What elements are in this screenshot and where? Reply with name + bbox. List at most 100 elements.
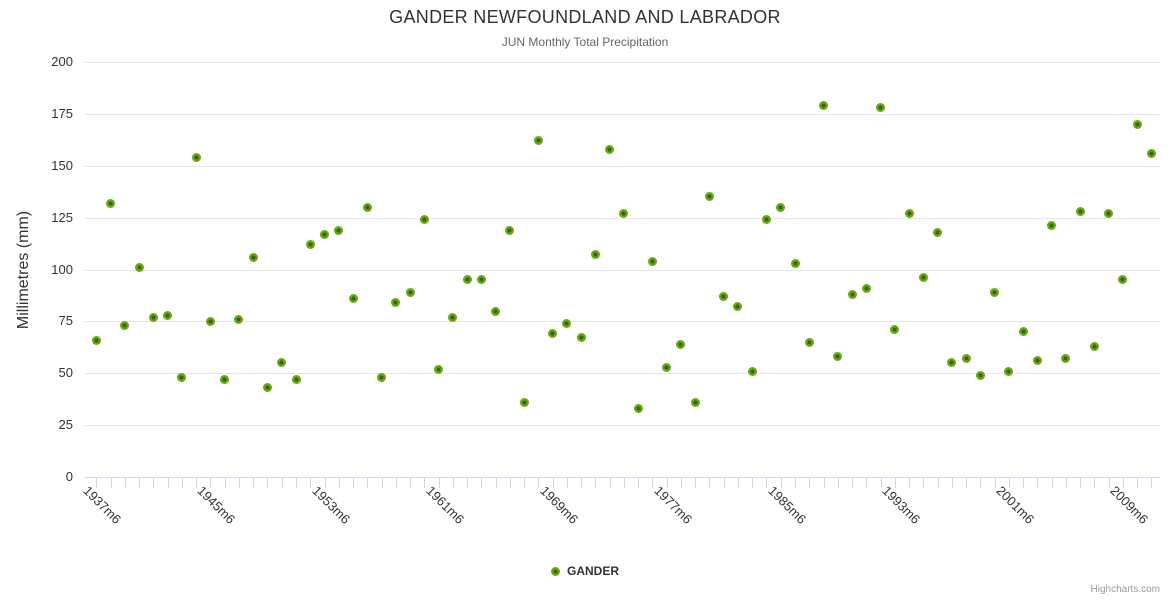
data-point[interactable] [1118, 275, 1128, 285]
x-axis-tick [709, 478, 711, 488]
data-point[interactable] [348, 294, 358, 304]
x-axis-tick [281, 478, 283, 488]
data-point[interactable] [576, 333, 586, 343]
data-point[interactable] [947, 358, 957, 368]
x-axis-tick [652, 478, 654, 488]
data-point[interactable] [191, 152, 201, 162]
data-point[interactable] [1089, 341, 1099, 351]
data-point[interactable] [519, 397, 529, 407]
data-point[interactable] [1075, 206, 1085, 216]
data-point[interactable] [548, 329, 558, 339]
data-point[interactable] [904, 208, 914, 218]
x-axis-tick [139, 478, 141, 488]
data-point[interactable] [890, 325, 900, 335]
x-axis-tick [495, 478, 497, 488]
data-point[interactable] [148, 312, 158, 322]
data-point[interactable] [804, 337, 814, 347]
data-point[interactable] [248, 252, 258, 262]
y-gridline [85, 269, 1160, 271]
y-axis-tick-label: 175 [51, 105, 73, 121]
x-axis-tick [1037, 478, 1039, 488]
x-axis-tick [338, 478, 340, 488]
data-point[interactable] [533, 136, 543, 146]
data-point[interactable] [476, 275, 486, 285]
data-point[interactable] [1047, 221, 1057, 231]
data-point[interactable] [277, 358, 287, 368]
data-point[interactable] [106, 198, 116, 208]
x-axis-tick [894, 478, 896, 488]
data-point[interactable] [419, 215, 429, 225]
data-point[interactable] [690, 397, 700, 407]
y-axis-tick-label: 75 [58, 313, 73, 329]
data-point[interactable] [234, 314, 244, 324]
data-point[interactable] [961, 354, 971, 364]
data-point[interactable] [134, 262, 144, 272]
data-point[interactable] [1004, 366, 1014, 376]
data-point[interactable] [305, 240, 315, 250]
data-point[interactable] [619, 208, 629, 218]
data-point[interactable] [562, 318, 572, 328]
y-gridline [85, 62, 1160, 63]
data-point[interactable] [205, 316, 215, 326]
data-point[interactable] [1018, 327, 1028, 337]
data-point[interactable] [434, 364, 444, 374]
data-point[interactable] [362, 202, 372, 212]
data-point[interactable] [391, 298, 401, 308]
highcharts-credits-link[interactable]: Highcharts.com [1090, 584, 1160, 595]
x-axis-tick [923, 478, 925, 488]
x-axis-tick [1023, 478, 1025, 488]
data-point[interactable] [704, 192, 714, 202]
data-point[interactable] [1132, 119, 1142, 129]
data-point[interactable] [291, 374, 301, 384]
data-point[interactable] [876, 103, 886, 113]
data-point[interactable] [819, 101, 829, 111]
data-point[interactable] [590, 250, 600, 260]
data-point[interactable] [676, 339, 686, 349]
data-point[interactable] [761, 215, 771, 225]
x-axis-tick [296, 478, 297, 488]
data-point[interactable] [933, 227, 943, 237]
x-axis-tick [766, 478, 768, 488]
data-point[interactable] [861, 283, 871, 293]
y-axis-tick-label: 50 [58, 365, 73, 381]
data-point[interactable] [177, 372, 187, 382]
data-point[interactable] [91, 335, 101, 345]
data-point[interactable] [491, 306, 501, 316]
x-axis-tick-label: 1953m6 [308, 483, 353, 527]
data-point[interactable] [847, 289, 857, 299]
data-point[interactable] [1061, 354, 1071, 364]
data-point[interactable] [405, 287, 415, 297]
data-point[interactable] [633, 404, 643, 414]
data-point[interactable] [220, 374, 230, 384]
data-point[interactable] [790, 258, 800, 268]
data-point[interactable] [918, 273, 928, 283]
data-point[interactable] [647, 256, 657, 266]
data-point[interactable] [990, 287, 1000, 297]
data-point[interactable] [719, 291, 729, 301]
data-point[interactable] [1104, 208, 1114, 218]
data-point[interactable] [747, 366, 757, 376]
y-axis-tick-label: 150 [51, 157, 73, 173]
data-point[interactable] [975, 370, 985, 380]
data-point[interactable] [462, 275, 472, 285]
data-point[interactable] [377, 372, 387, 382]
data-point[interactable] [605, 144, 615, 154]
x-axis-tick [581, 478, 583, 488]
data-point[interactable] [662, 362, 672, 372]
legend-item-gander[interactable]: GANDER [0, 564, 1170, 578]
data-point[interactable] [505, 225, 515, 235]
y-axis-tick-label: 200 [51, 54, 73, 69]
data-point[interactable] [163, 310, 173, 320]
data-point[interactable] [334, 225, 344, 235]
data-point[interactable] [1146, 148, 1156, 158]
data-point[interactable] [833, 352, 843, 362]
data-point[interactable] [448, 312, 458, 322]
data-point[interactable] [262, 383, 272, 393]
data-point[interactable] [733, 302, 743, 312]
x-axis-line [85, 477, 1160, 478]
data-point[interactable] [776, 202, 786, 212]
data-point[interactable] [120, 321, 130, 331]
data-point[interactable] [320, 229, 330, 239]
data-point[interactable] [1032, 356, 1042, 366]
